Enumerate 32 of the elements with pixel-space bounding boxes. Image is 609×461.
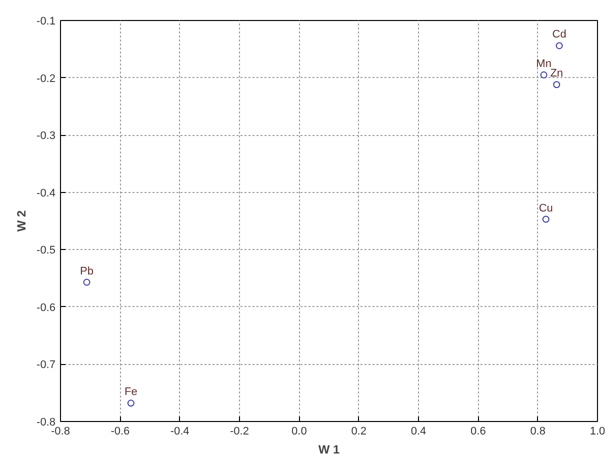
- annotation: Fe: [124, 386, 138, 398]
- annotation: Zn: [550, 68, 564, 80]
- x-tick-label: -0.8: [51, 426, 70, 438]
- y-tick-label: -0.1: [36, 16, 56, 28]
- x-tick-label: 0.6: [470, 426, 486, 438]
- point: [127, 400, 134, 407]
- y-tick-label: -0.4: [36, 187, 56, 200]
- annotation: Cu: [538, 202, 553, 214]
- x-tick-label: 1.0: [590, 426, 606, 438]
- x-tick-label: 0.0: [292, 426, 307, 438]
- y-tick-label: -0.8: [36, 416, 56, 428]
- annotation: Pb: [80, 265, 94, 278]
- x-tick-label: -0.4: [170, 426, 190, 438]
- x-tick-label: 0.8: [530, 426, 546, 438]
- y-tick-label: -0.5: [36, 244, 56, 257]
- annotation: Mn: [536, 58, 552, 70]
- point: [540, 71, 548, 78]
- y-tick-label: -0.2: [36, 72, 56, 85]
- point: [83, 278, 90, 286]
- x-axis-title: W 1: [318, 442, 340, 456]
- x-tick-label: 0.4: [410, 426, 426, 438]
- point: [553, 81, 560, 88]
- point: [542, 216, 550, 223]
- point: [556, 42, 563, 50]
- x-tick-label: -0.2: [230, 426, 249, 438]
- y-tick-label: -0.6: [36, 302, 56, 314]
- y-axis-title: W 2: [14, 210, 29, 232]
- x-tick-label: -0.6: [110, 426, 130, 438]
- y-tick-label: -0.3: [36, 130, 56, 142]
- annotation: Cd: [552, 28, 566, 41]
- y-tick-label: -0.7: [36, 359, 56, 372]
- x-tick-label: 0.2: [351, 426, 366, 438]
